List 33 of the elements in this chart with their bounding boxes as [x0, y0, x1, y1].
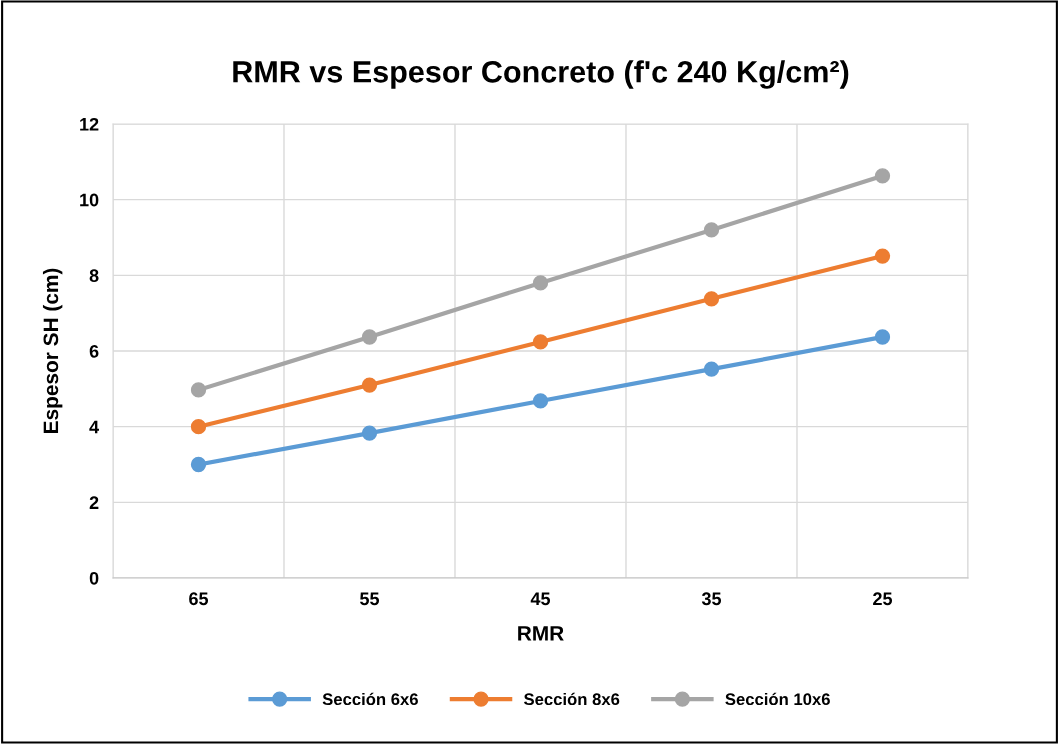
y-tick-label: 4 [89, 420, 100, 434]
chart-title: RMR vs Espesor Concreto (f'c 240 Kg/cm²) [233, 60, 849, 89]
y-tick-label: 6 [89, 344, 99, 358]
x-tick-label: 55 [360, 592, 380, 606]
point [703, 222, 720, 238]
y-tick-label: 10 [80, 193, 99, 207]
x-tick-label: 65 [189, 592, 209, 606]
point [190, 419, 207, 435]
x-tick-label: 35 [701, 592, 722, 606]
point [703, 291, 720, 307]
point [874, 168, 891, 184]
point [532, 393, 549, 409]
point [361, 425, 378, 441]
y-axis-title: Espesor SH (cm) [42, 268, 63, 433]
y-tick-label: 8 [89, 269, 99, 283]
y-tick-label: 2 [89, 496, 99, 509]
x-tick-label: 45 [530, 592, 551, 606]
point [703, 361, 720, 377]
point [874, 329, 891, 345]
point [190, 382, 207, 398]
y-tick-label: 12 [80, 117, 99, 131]
point [532, 275, 549, 291]
legend-label: Sección 6x6 [322, 692, 418, 706]
y-tick-label: 0 [89, 571, 99, 585]
point [532, 334, 549, 350]
point [874, 248, 891, 264]
legend-label: Sección 8x6 [524, 692, 620, 706]
point [361, 329, 378, 345]
legend-label: Sección 10x6 [725, 692, 830, 706]
x-axis-title: RMR [518, 626, 564, 641]
x-tick-label: 25 [873, 592, 893, 606]
point [190, 456, 207, 473]
point [361, 377, 378, 393]
